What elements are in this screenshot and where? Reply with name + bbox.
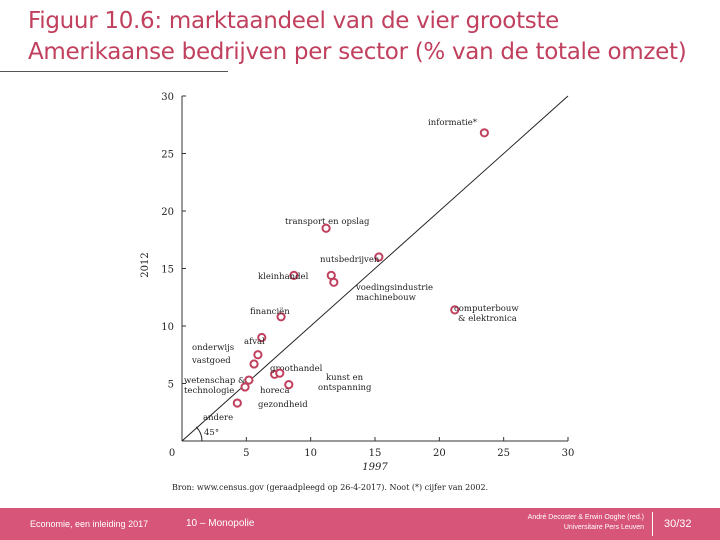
slide-title: Figuur 10.6: marktaandeel van de vier gr… — [28, 8, 687, 65]
point-label: horeca — [260, 386, 290, 396]
y-tick-label: 20 — [161, 207, 174, 218]
footer-divider — [652, 512, 653, 536]
reference-45-line — [181, 95, 569, 442]
y-tick-label: 5 — [168, 380, 174, 391]
data-point — [253, 350, 263, 360]
point-label: afval — [244, 337, 265, 347]
data-point — [479, 128, 489, 138]
data-point — [244, 375, 254, 385]
point-label: kunst en ontspanning — [318, 373, 372, 393]
footer-bar: Economie, een inleiding 2017 10 – Monopo… — [0, 508, 720, 540]
point-label: nutsbedrijven — [320, 255, 380, 265]
point-label: onderwijs — [192, 343, 234, 353]
footer-authors-line1: André Decoster & Erwin Ooghe (red.) — [527, 514, 644, 521]
point-label: transport en opslag — [285, 217, 370, 227]
x-tick-label: 0 — [169, 448, 175, 459]
data-point — [289, 270, 299, 280]
page-number: 30/32 — [664, 518, 692, 530]
y-axis-label: 2012 — [140, 252, 151, 277]
footer-authors-line2: Universitaire Pers Leuven — [563, 524, 644, 531]
point-label: vastgoed — [191, 356, 231, 366]
point-label: kleinhandel — [258, 272, 309, 282]
y-tick-label: 10 — [161, 322, 174, 333]
data-point — [249, 359, 259, 369]
x-tick-label: 15 — [369, 448, 382, 459]
y-tick-label: 15 — [161, 265, 174, 276]
point-label: machinebouw — [356, 293, 417, 303]
data-point — [276, 312, 286, 322]
reference-angle-arc — [195, 426, 203, 442]
point-label: financiën — [250, 307, 290, 317]
footer-chapter: 10 – Monopolie — [186, 518, 255, 529]
point-label: computerbouw & elektronica — [454, 304, 519, 324]
data-point — [321, 223, 331, 233]
y-tick-label: 25 — [161, 150, 174, 161]
x-axis-label: 1997 — [362, 462, 388, 473]
data-point — [374, 252, 384, 262]
data-point — [232, 398, 242, 408]
data-point — [275, 368, 285, 378]
x-tick-label: 30 — [562, 448, 575, 459]
x-tick-label: 25 — [497, 448, 510, 459]
data-point — [257, 332, 267, 343]
point-label: andere — [203, 413, 233, 423]
x-tick-label: 5 — [243, 448, 249, 459]
footer-authors: André Decoster & Erwin Ooghe (red.) Univ… — [510, 513, 644, 533]
data-point — [450, 305, 460, 315]
point-label: informatie* — [428, 118, 478, 128]
x-tick-label: 20 — [433, 448, 446, 459]
footer-course: Economie, een inleiding 2017 — [30, 519, 149, 529]
x-tick-label: 10 — [304, 448, 317, 459]
point-label: gezondheid — [258, 400, 308, 410]
point-label: voedingsindustrie — [355, 283, 433, 293]
data-point — [329, 277, 339, 287]
point-label: wetenschap & technologie — [184, 376, 246, 396]
title-divider — [0, 71, 228, 72]
y-tick-label: 30 — [161, 92, 174, 103]
reference-angle-label: 45° — [204, 428, 219, 438]
scatter-chart: 0 5 10 15 20 25 30 5 10 15 20 25 30 1997 2012 45° inform… — [140, 92, 575, 473]
data-point — [240, 382, 250, 392]
point-label: groothandel — [270, 364, 323, 374]
source-note: Bron: www.census.gov (geraadpleegd op 26… — [172, 483, 489, 492]
data-point — [284, 380, 294, 390]
